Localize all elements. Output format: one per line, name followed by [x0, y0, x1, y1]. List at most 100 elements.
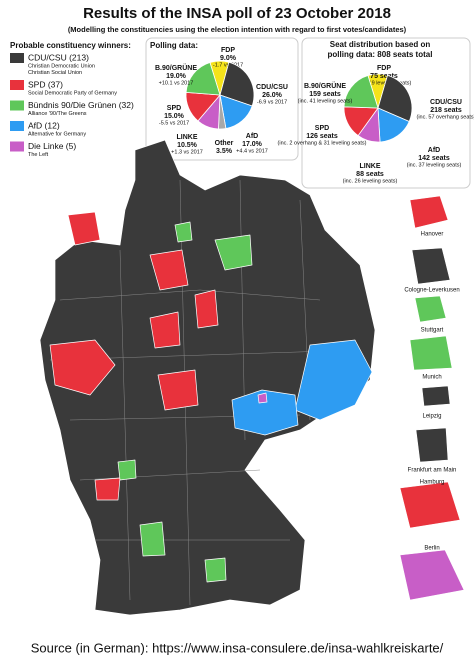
- slice-note: +1.3 vs 2017: [171, 149, 203, 155]
- slice-value: 19.0%: [166, 73, 187, 80]
- pie-slice: [343, 75, 379, 109]
- legend-label: CDU/CSU (213): [28, 52, 89, 62]
- pie-slice: [377, 74, 413, 123]
- inset-shape: [411, 247, 451, 285]
- inset-shape: [409, 335, 453, 371]
- spd-region: [94, 477, 121, 501]
- inset-label: Hanover: [421, 232, 444, 238]
- linke-region: [257, 392, 268, 404]
- title: Results of the INSA poll of 23 October 2…: [83, 5, 391, 22]
- green-region: [214, 234, 253, 271]
- spd-region: [157, 369, 199, 411]
- legend-label: AfD (12): [28, 120, 60, 130]
- spd-region: [194, 289, 219, 329]
- seats-title: polling data: 808 seats total: [328, 50, 433, 59]
- slice-value: 3.5%: [216, 148, 233, 155]
- insets: [399, 195, 465, 601]
- slice-note: (inc. 26 leveling seats): [343, 178, 398, 184]
- legend-label: SPD (37): [28, 79, 63, 89]
- legend-swatch: [10, 141, 24, 152]
- green-region: [204, 557, 227, 583]
- slice-note: (inc. 2 overhang & 31 leveling seats): [278, 140, 367, 146]
- seats-title: Seat distribution based on: [330, 40, 431, 49]
- inset-shape: [415, 427, 449, 463]
- slice-note: (inc. 37 leveling seats): [407, 162, 462, 168]
- inset-label: Frankfurt am Main: [408, 468, 457, 474]
- slice-value: 10.5%: [177, 142, 198, 149]
- legend-label: Die Linke (5): [28, 141, 76, 151]
- green-region: [139, 521, 166, 557]
- slice-value: 15.0%: [164, 113, 185, 120]
- inset-label: Stuttgart: [421, 328, 444, 334]
- slice-name: LINKE: [360, 163, 381, 170]
- slice-note: -5.5 vs 2017: [159, 120, 189, 126]
- slice-value: 126 seats: [306, 133, 338, 140]
- legend-description: The Left: [28, 152, 49, 158]
- inset-shape: [399, 481, 461, 529]
- slice-name: CDU/CSU: [430, 99, 462, 106]
- legend-description: Alternative for Germany: [28, 131, 86, 137]
- slice-name: AfD: [428, 147, 440, 154]
- slice-name: CDU/CSU: [256, 84, 288, 91]
- footer: Source (in German): https://www.insa-con…: [31, 640, 444, 655]
- pie-slice: [185, 62, 221, 96]
- subtitle: (Modelling the constituencies using the …: [68, 25, 407, 34]
- slice-name: AfD: [246, 133, 258, 140]
- inset-shape: [399, 549, 465, 601]
- slice-name: FDP: [377, 65, 391, 72]
- pie-slice: [219, 61, 255, 107]
- legend-swatch: [10, 80, 24, 90]
- legend-description: Christian Democratic Union: [28, 63, 95, 69]
- country-shape: [39, 139, 376, 616]
- legend-swatch: [10, 121, 24, 131]
- slice-name: LINKE: [177, 134, 198, 141]
- inset-shape: [414, 295, 447, 323]
- legend-description: Alliance '90/The Greens: [28, 111, 87, 117]
- legend-swatch: [10, 100, 24, 111]
- slice-name: FDP: [221, 47, 235, 54]
- slice-value: 17.0%: [242, 141, 263, 148]
- slice-name: SPD: [315, 125, 329, 132]
- green-region: [117, 459, 137, 481]
- inset-shape: [421, 385, 451, 407]
- inset-label: Leipzig: [422, 414, 441, 420]
- spd-region: [149, 249, 189, 291]
- slice-name: B.90/GRÜNE: [155, 63, 197, 72]
- spd-region: [49, 339, 116, 396]
- slice-note: (inc. 41 leveling seats): [298, 98, 353, 104]
- slice-value: 142 seats: [418, 155, 450, 162]
- slice-name: Other: [215, 140, 234, 147]
- inset-label: Munich: [422, 375, 441, 381]
- polling-box: [145, 37, 299, 161]
- inset-shape: [409, 195, 449, 229]
- spd-region: [149, 311, 181, 349]
- map: [39, 139, 376, 616]
- afd-region: [231, 389, 299, 436]
- slice-name: SPD: [167, 105, 181, 112]
- slice-note: -6.9 vs 2017: [257, 99, 287, 105]
- spd-region: [67, 211, 101, 246]
- polling-title: Polling data:: [150, 41, 198, 50]
- legend-description: Christian Social Union: [28, 70, 82, 76]
- slice-value: 159 seats: [309, 91, 341, 98]
- slice-note: +10.1 vs 2017: [159, 80, 194, 86]
- seats-box: [301, 37, 471, 189]
- slice-value: 75 seats: [370, 73, 398, 80]
- legend-description: Social Democratic Party of Germany: [28, 90, 117, 96]
- legend-label: Bündnis 90/Die Grünen (32): [28, 100, 134, 110]
- inset-label: Hamburg: [420, 480, 445, 486]
- slice-note: (inc. 19 leveling seats): [357, 80, 412, 86]
- slice-note: (inc. 57 overhang seats): [416, 114, 474, 120]
- inset-label: Berlin: [424, 546, 439, 552]
- slice-value: 218 seats: [430, 107, 462, 114]
- slice-value: 26.0%: [262, 92, 283, 99]
- inset-label: Cologne-Leverkusen: [404, 288, 459, 294]
- slice-value: 88 seats: [356, 171, 384, 178]
- slice-note: +4.4 vs 2017: [236, 148, 268, 154]
- slice-value: 9.0%: [220, 55, 237, 62]
- slice-name: B.90/GRÜNE: [304, 81, 346, 90]
- green-region: [174, 221, 193, 243]
- legend-swatch: [10, 53, 24, 63]
- legend-title: Probable constituency winners:: [10, 41, 131, 50]
